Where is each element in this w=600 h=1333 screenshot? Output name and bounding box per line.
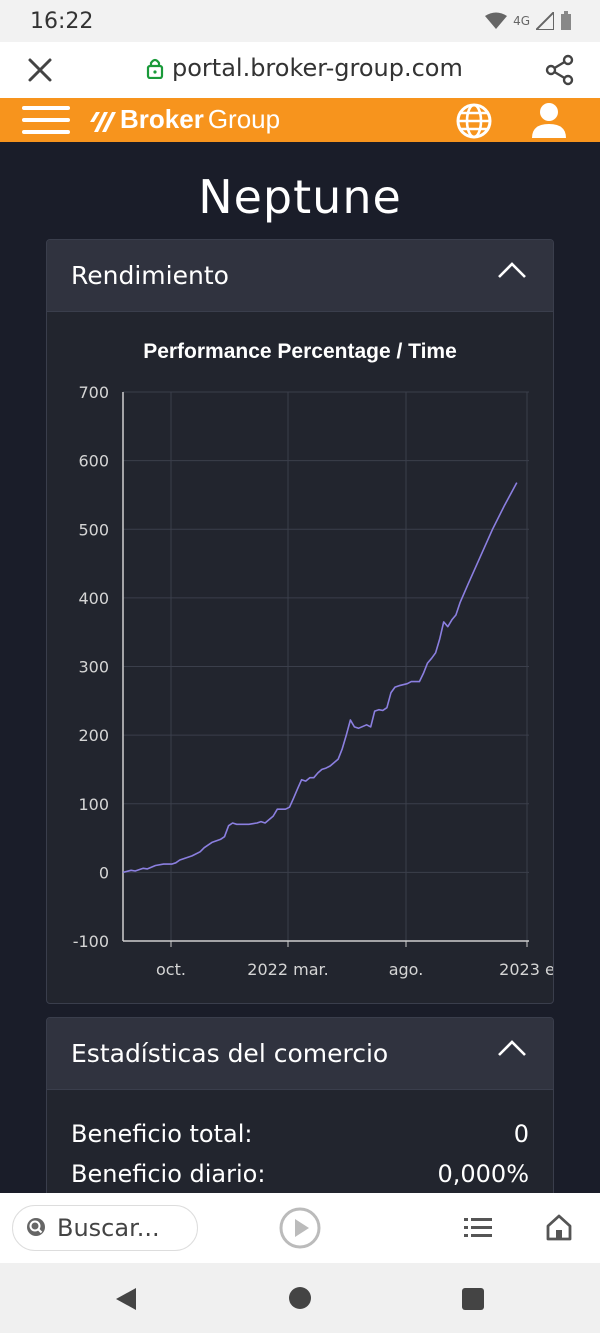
url-text: portal.broker-group.com: [172, 54, 463, 82]
menu-icon[interactable]: [22, 104, 70, 136]
globe-icon[interactable]: [455, 102, 493, 140]
series-line: [122, 482, 518, 874]
performance-chart: -100 0 100 200 300 400 500 600 700 oct. 2022 mar. a…: [73, 383, 553, 979]
network-type: 4G: [513, 14, 530, 28]
search-placeholder: Buscar...: [57, 1214, 160, 1242]
signal-icon: [536, 12, 554, 30]
stats-card: Estadísticas del comercio Beneficio tota…: [46, 1017, 554, 1217]
y-tick-label: 0: [99, 863, 109, 882]
stat-value: 0: [513, 1120, 529, 1148]
home-icon[interactable]: [545, 1213, 573, 1241]
list-icon[interactable]: [464, 1217, 492, 1239]
close-icon[interactable]: [26, 56, 54, 84]
wifi-icon: [485, 12, 508, 29]
y-tick-label: 200: [78, 726, 109, 745]
broker-logo-icon: [90, 111, 116, 132]
share-icon[interactable]: [544, 54, 576, 86]
y-tick-label: 700: [78, 383, 109, 402]
nav-home-icon[interactable]: [289, 1287, 311, 1309]
search-input[interactable]: Buscar...: [12, 1205, 198, 1251]
browser-url-bar: portal.broker-group.com: [0, 42, 600, 98]
android-nav-bar: [0, 1263, 600, 1333]
stat-value: 0,000%: [437, 1160, 529, 1188]
play-icon[interactable]: [278, 1206, 322, 1250]
brand-name-bold: Broker: [120, 104, 204, 134]
x-tick-label: oct.: [156, 960, 186, 979]
chart-title: Performance Percentage / Time: [143, 340, 457, 363]
recent-apps-icon[interactable]: [462, 1288, 484, 1310]
chevron-up-icon[interactable]: [497, 260, 527, 280]
battery-icon: [561, 11, 571, 30]
y-tick-label: 300: [78, 658, 109, 677]
y-tick-label: 100: [78, 795, 109, 814]
performance-card-title: Rendimiento: [71, 261, 229, 290]
x-tick-label: 2023 e: [499, 960, 553, 979]
browser-bottom-bar: Buscar...: [0, 1193, 600, 1263]
url-field[interactable]: portal.broker-group.com: [146, 54, 463, 82]
status-bar: 16:22 4G: [0, 0, 600, 42]
stat-row-total-profit: Beneficio total: 0: [71, 1120, 529, 1148]
brand-logo[interactable]: Broker Group: [90, 104, 280, 135]
y-tick-label: 400: [78, 589, 109, 608]
stat-row-daily-profit: Beneficio diario: 0,000%: [71, 1160, 529, 1188]
chevron-up-icon[interactable]: [497, 1038, 527, 1058]
performance-card-header[interactable]: Rendimiento: [47, 240, 553, 312]
y-tick-label: 600: [78, 452, 109, 471]
y-tick-label: 500: [78, 520, 109, 539]
y-tick-label: -100: [73, 932, 109, 951]
stats-card-title: Estadísticas del comercio: [71, 1039, 389, 1068]
app-header: Broker Group: [0, 98, 600, 142]
status-time: 16:22: [30, 8, 94, 34]
brand-name-light: Group: [207, 104, 281, 134]
x-tick-label: ago.: [389, 960, 424, 979]
user-icon[interactable]: [532, 102, 566, 138]
lock-icon: [146, 58, 164, 79]
back-icon[interactable]: [114, 1287, 138, 1311]
status-icons: 4G: [485, 11, 572, 31]
search-icon: [27, 1218, 45, 1236]
stat-label: Beneficio total:: [71, 1120, 253, 1148]
stats-card-header[interactable]: Estadísticas del comercio: [47, 1018, 553, 1090]
performance-card: Rendimiento Performance Percentage / Tim…: [46, 239, 554, 1004]
x-tick-label: 2022 mar.: [247, 960, 328, 979]
page-title: Neptune: [198, 170, 402, 224]
stat-label: Beneficio diario:: [71, 1160, 266, 1188]
